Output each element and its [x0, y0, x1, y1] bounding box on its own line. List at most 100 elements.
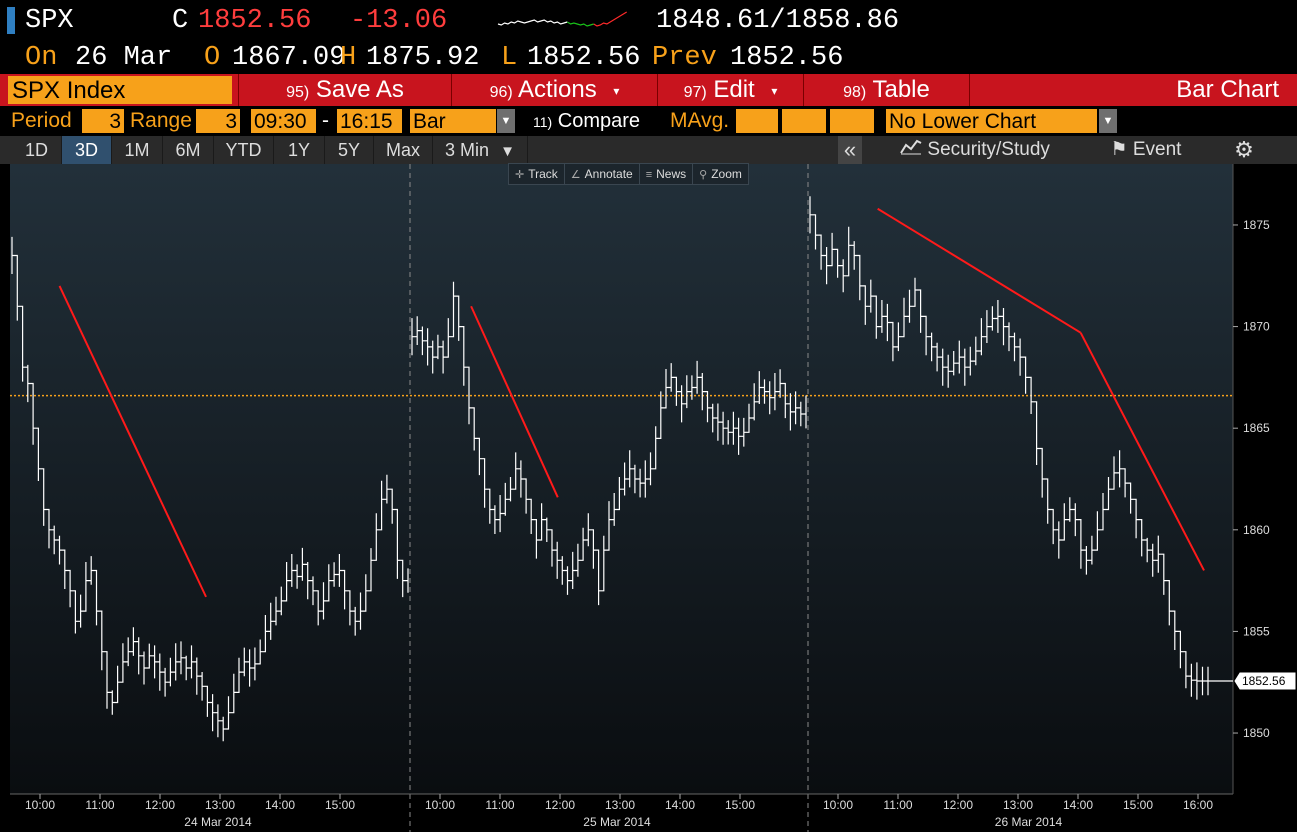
actions-button[interactable]: 96) Actions ▾: [451, 74, 657, 106]
mavg-field-3[interactable]: [830, 109, 874, 133]
save-as-label: Save As: [315, 76, 404, 103]
save-as-num: 95): [286, 84, 310, 101]
tab-1y[interactable]: 1Y: [274, 136, 325, 164]
price-series-day-3: [809, 196, 1209, 700]
ticker-marker: [7, 7, 15, 34]
prev-value: 1852.56: [730, 43, 844, 73]
y-tick-label: 1855: [1243, 624, 1270, 638]
trend-line: [470, 305, 559, 498]
period-field[interactable]: 3: [82, 109, 124, 133]
x-tick-label: 12:00: [943, 798, 973, 812]
zoom-label: Zoom: [711, 167, 742, 181]
mavg-field-2[interactable]: [782, 109, 826, 133]
open-value: 1867.09: [232, 43, 346, 73]
x-tick-label: 13:00: [205, 798, 235, 812]
edit-button[interactable]: 97) Edit ▾: [657, 74, 803, 106]
crosshair-icon: ✛: [515, 169, 525, 181]
x-tick-label: 13:00: [1003, 798, 1033, 812]
sparkline-icon: [497, 11, 628, 27]
controls-row: Period 3 Range 3 09:30 - 16:15 Bar ▼ 11)…: [0, 107, 1297, 135]
save-as-button[interactable]: 95) Save As: [238, 74, 451, 106]
day-label: 24 Mar 2014: [184, 815, 252, 829]
gear-icon[interactable]: ⚙: [1234, 137, 1254, 162]
style-select[interactable]: Bar: [410, 109, 496, 133]
price-chart[interactable]: 1850 1855 1860 1865 1870 1875 1852.56 10:00 11:…: [0, 164, 1297, 832]
chevron-down-icon[interactable]: ▼: [497, 109, 515, 133]
low-label: L: [501, 43, 518, 73]
menu-bar: SPX Index 95) Save As 96) Actions ▾ 97) …: [0, 74, 1297, 106]
x-tick-label: 11:00: [883, 798, 912, 812]
security-study-label: Security/Study: [927, 139, 1050, 160]
lower-chart-select[interactable]: No Lower Chart: [886, 109, 1097, 133]
x-tick-label: 15:00: [725, 798, 755, 812]
y-tick-label: 1875: [1243, 218, 1270, 232]
price-series-day-2: [411, 281, 807, 606]
last-value-label: 1852.56: [1242, 674, 1286, 688]
x-tick-label: 16:00: [1183, 798, 1213, 812]
x-tick-label: 12:00: [145, 798, 175, 812]
security-field[interactable]: SPX Index: [8, 76, 232, 104]
tab-max[interactable]: Max: [374, 136, 433, 164]
date-label: On: [25, 43, 58, 73]
tab-frequency[interactable]: 3 Min ▼: [433, 136, 528, 164]
compare-num: 11): [533, 114, 553, 130]
actions-label: Actions: [518, 76, 597, 103]
quote-header-row-2: On 26 Mar O 1867.09 H 1875.92 L 1852.56 …: [0, 42, 1297, 74]
prev-label: Prev: [652, 43, 717, 73]
x-tick-label: 11:00: [485, 798, 514, 812]
start-time-field[interactable]: 09:30: [251, 109, 316, 133]
x-tick-label: 14:00: [265, 798, 295, 812]
compare-label: Compare: [557, 110, 641, 132]
time-dash: -: [322, 109, 329, 132]
x-tick-label: 10:00: [25, 798, 55, 812]
plot-area: [10, 164, 1233, 794]
tab-6m[interactable]: 6M: [163, 136, 214, 164]
x-tick-label: 15:00: [325, 798, 355, 812]
tab-1m[interactable]: 1M: [112, 136, 163, 164]
magnifier-icon: ⚲: [699, 169, 708, 181]
chevron-down-icon[interactable]: ▼: [1099, 109, 1117, 133]
zoom-button[interactable]: ⚲ Zoom: [693, 164, 748, 184]
news-label: News: [656, 167, 687, 181]
x-tick-label: 12:00: [545, 798, 575, 812]
quote-date: 26 Mar: [75, 43, 173, 73]
security-study-button[interactable]: Security/Study: [870, 136, 1080, 164]
table-button[interactable]: 98) Table: [803, 74, 969, 106]
last-price: 1852.56: [198, 6, 312, 36]
compare-button[interactable]: 11) Compare: [533, 107, 640, 135]
chart-toolbar: ✛ Track ∠ Annotate ≡ News ⚲ Zoom: [508, 163, 749, 185]
event-button[interactable]: ⚑ Event: [1086, 136, 1206, 164]
high-label: H: [340, 43, 357, 73]
table-num: 98): [843, 84, 867, 101]
y-axis-panel: [1233, 164, 1297, 832]
trend-line: [1079, 332, 1205, 571]
ticker[interactable]: SPX: [25, 6, 74, 36]
x-axis-panel: [0, 794, 1297, 832]
collapse-icon[interactable]: «: [838, 136, 862, 164]
range-field[interactable]: 3: [196, 109, 240, 133]
day-label: 26 Mar 2014: [995, 815, 1063, 829]
tab-5y[interactable]: 5Y: [325, 136, 374, 164]
caret-down-icon: ▾: [613, 83, 620, 98]
day-label: 25 Mar 2014: [583, 815, 651, 829]
tab-3d[interactable]: 3D: [62, 136, 112, 164]
table-label: Table: [872, 76, 930, 103]
end-time-field[interactable]: 16:15: [337, 109, 402, 133]
annotate-button[interactable]: ∠ Annotate: [565, 164, 640, 184]
y-tick-label: 1850: [1243, 726, 1270, 740]
y-tick-label: 1870: [1243, 320, 1270, 334]
actions-num: 96): [489, 84, 513, 101]
tab-ytd[interactable]: YTD: [214, 136, 274, 164]
mavg-field-1[interactable]: [736, 109, 778, 133]
x-tick-label: 13:00: [605, 798, 635, 812]
bid-ask: 1848.61/1858.86: [656, 6, 900, 36]
track-button[interactable]: ✛ Track: [509, 164, 565, 184]
quote-header-row-1: SPX C 1852.56 -13.06 1848.61/1858.86: [0, 0, 1297, 42]
x-tick-label: 10:00: [823, 798, 853, 812]
news-button[interactable]: ≡ News: [640, 164, 694, 184]
trend-line: [58, 285, 207, 598]
period-tabs: 1D 3D 1M 6M YTD 1Y 5Y Max 3 Min ▼ « Secu…: [0, 136, 1297, 164]
tab-1d[interactable]: 1D: [12, 136, 62, 164]
chart-type-label[interactable]: Bar Chart: [969, 74, 1297, 106]
low-value: 1852.56: [527, 43, 641, 73]
